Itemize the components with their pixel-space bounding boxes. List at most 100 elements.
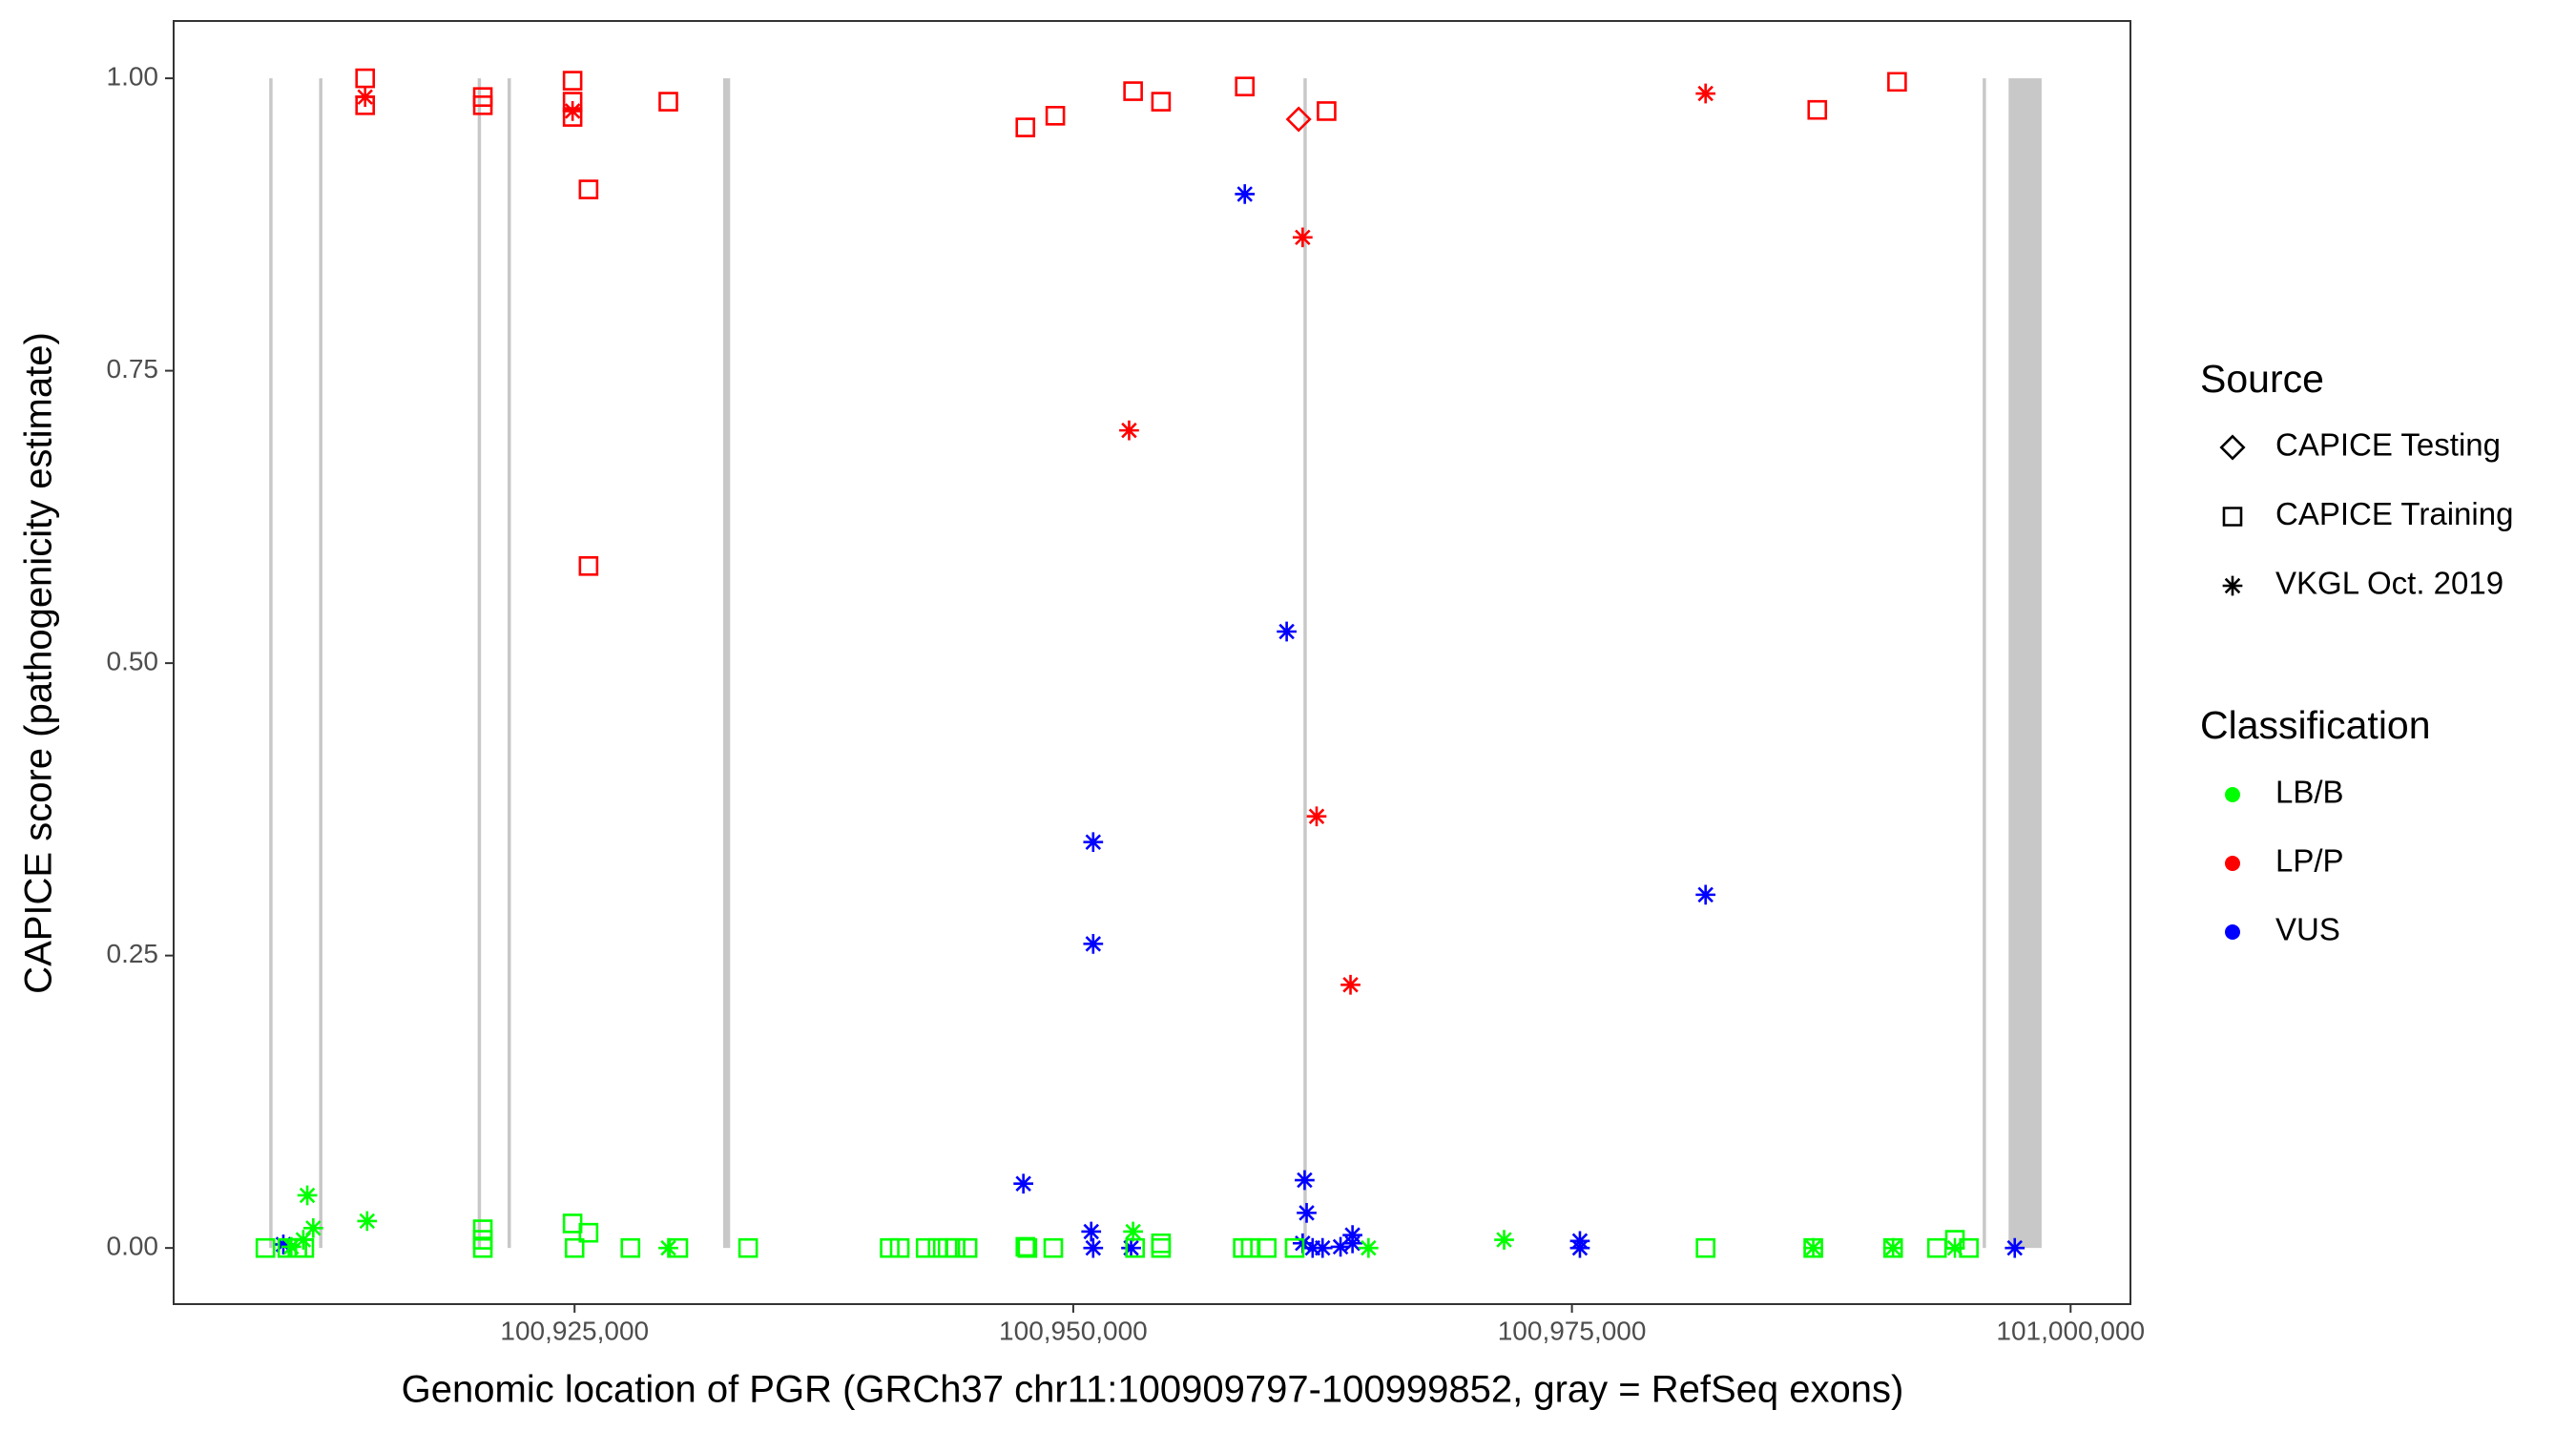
point [1803,1237,1823,1258]
point [297,1185,318,1206]
point [1277,621,1297,642]
point [562,101,583,121]
point [880,1237,900,1258]
point [1121,1237,1141,1258]
point [1257,1237,1278,1258]
point [1882,1237,1903,1258]
legend-label: VUS [2275,912,2340,947]
point [1235,76,1256,96]
points [255,68,2025,1258]
x-axis-title: Genomic location of PGR (GRCh37 chr11:10… [402,1369,1904,1411]
exon [319,78,322,1249]
x-tick-label: 100,975,000 [1498,1316,1647,1345]
point [1695,1237,1715,1258]
point [1494,1230,1514,1250]
point [927,1237,948,1258]
legend-title: Source [2200,357,2324,401]
point [1125,1237,1146,1258]
point [620,1237,641,1258]
point [1284,1237,1305,1258]
legend-label: CAPICE Training [2275,496,2513,531]
point [357,1211,378,1232]
point [1695,83,1716,104]
exon [2008,78,2042,1249]
panel-border [173,20,2131,1305]
point [255,1237,276,1258]
point [1695,884,1716,905]
point [1151,1233,1172,1254]
point [578,179,599,199]
point [1151,1237,1172,1258]
point [1045,106,1066,126]
x-tick-label: 101,000,000 [1996,1316,2145,1345]
point [1151,92,1172,112]
exon [1303,78,1307,1249]
legend-symbol [2222,507,2243,527]
legend-symbol [2225,924,2240,940]
point [1803,1237,1823,1258]
point [578,556,599,576]
point [1358,1237,1379,1258]
point [562,71,583,91]
point [1285,106,1312,133]
point [957,1237,978,1258]
point [1043,1237,1064,1258]
point [915,1237,936,1258]
exon [508,78,511,1249]
point [355,68,376,89]
point [1312,1237,1333,1258]
point [1569,1237,1590,1258]
point [1297,1203,1317,1223]
exon [722,78,731,1249]
legend-label: CAPICE Testing [2275,427,2501,463]
point [1295,1170,1315,1191]
point [2005,1237,2025,1258]
exon [1983,78,1986,1249]
point [1944,1237,1965,1258]
point [1235,184,1256,204]
legend-symbol [2225,787,2240,802]
point [1330,1236,1351,1257]
point [658,92,678,112]
point [1342,1233,1362,1254]
y-tick-label: 0.75 [107,354,159,384]
point [1017,1237,1038,1258]
legend-label: VKGL Oct. 2019 [2275,566,2503,601]
point [273,1234,294,1255]
point [1123,1221,1143,1242]
point [1083,934,1104,954]
y-tick-label: 0.25 [107,939,159,968]
point [1882,1237,1903,1258]
point [355,87,376,108]
legend-label: LB/B [2275,775,2344,810]
exon [477,78,482,1249]
point [1293,227,1313,248]
point [1123,81,1143,101]
y-tick-label: 1.00 [107,61,159,91]
point [1083,1237,1104,1258]
point [562,1213,583,1234]
x-tick-label: 100,925,000 [500,1316,649,1345]
legend-symbol [2222,575,2243,596]
point [1340,974,1361,995]
point [1306,806,1327,827]
point [303,1217,323,1238]
legend-title: Classification [2200,703,2431,747]
y-axis-title: CAPICE score (pathogenicity estimate) [18,332,60,994]
legend-symbol [2219,434,2246,461]
y-tick-label: 0.00 [107,1232,159,1261]
point [1015,117,1036,137]
point [472,1219,493,1239]
point [1887,72,1907,93]
exon [269,78,273,1249]
point [1119,420,1139,441]
point [1013,1173,1033,1194]
x-tick-label: 100,950,000 [999,1316,1148,1345]
point [293,1230,314,1250]
point [658,1237,678,1258]
point [1317,101,1337,121]
point [1807,99,1828,120]
point [472,1237,493,1258]
y-tick-label: 0.50 [107,647,159,676]
